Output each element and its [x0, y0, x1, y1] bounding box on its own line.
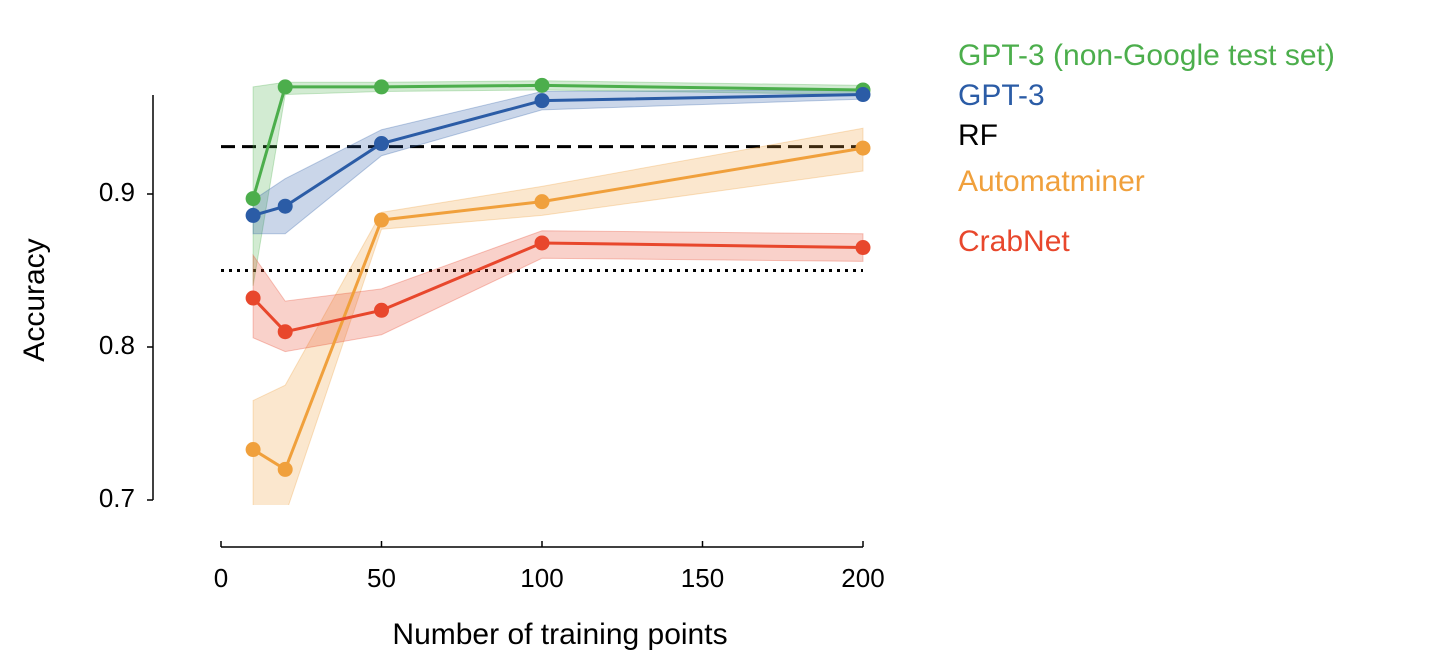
data-point [277, 461, 293, 477]
x-tick-label: 100 [520, 563, 563, 593]
x-axis-label: Number of training points [392, 618, 727, 651]
y-axis-label: Accuracy [18, 238, 51, 361]
data-point [245, 290, 261, 306]
y-tick-label: 0.9 [99, 177, 135, 207]
y-tick-label: 0.7 [99, 483, 135, 513]
x-tick-label: 200 [841, 563, 884, 593]
data-point [855, 240, 871, 256]
legend-label: CrabNet [958, 225, 1070, 258]
x-tick-label: 50 [367, 563, 396, 593]
data-point [855, 140, 871, 156]
data-point [855, 87, 871, 103]
data-point [534, 235, 550, 251]
legend-label: GPT-3 (non-Google test set) [958, 39, 1335, 72]
data-point [534, 194, 550, 210]
plot-area [221, 77, 871, 505]
data-point [374, 302, 389, 318]
data-point [277, 198, 293, 214]
y-tick-label: 0.8 [99, 330, 135, 360]
confidence-band [252, 127, 864, 505]
data-point [374, 212, 389, 228]
data-point [245, 191, 261, 207]
confidence-band [252, 230, 864, 353]
data-point [534, 93, 550, 109]
data-point [534, 77, 550, 93]
data-point [374, 136, 389, 152]
x-tick-label: 0 [214, 563, 228, 593]
legend-label: GPT-3 [958, 79, 1045, 112]
data-point [374, 79, 389, 95]
legend-label: Automatminer [958, 165, 1145, 198]
data-point [245, 207, 261, 223]
data-point [245, 442, 261, 458]
legend-label: RF [958, 119, 998, 152]
data-point [277, 324, 293, 340]
x-tick-label: 150 [681, 563, 724, 593]
data-point [277, 79, 293, 95]
